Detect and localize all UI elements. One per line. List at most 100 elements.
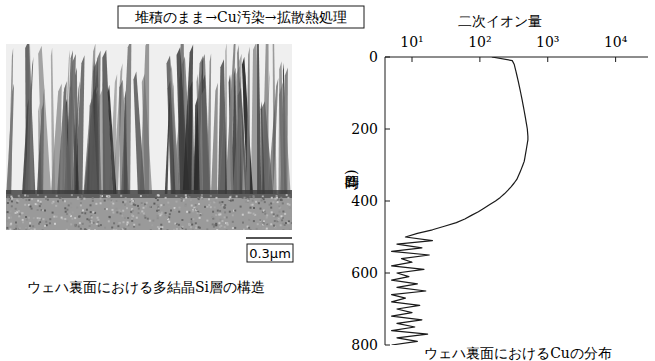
speckle bbox=[53, 216, 55, 218]
speckle bbox=[72, 211, 74, 213]
speckle bbox=[25, 199, 27, 201]
speckle bbox=[6, 227, 8, 229]
speckle bbox=[232, 227, 234, 229]
speckle bbox=[181, 219, 183, 221]
speckle bbox=[132, 215, 134, 217]
speckle bbox=[118, 200, 120, 202]
speckle bbox=[209, 202, 211, 204]
speckle bbox=[71, 218, 73, 220]
speckle bbox=[243, 229, 245, 230]
speckle bbox=[253, 220, 255, 222]
speckle bbox=[19, 213, 21, 215]
speckle bbox=[112, 209, 114, 211]
speckle bbox=[11, 200, 13, 202]
speckle bbox=[38, 219, 40, 221]
speckle bbox=[145, 205, 147, 207]
speckle bbox=[19, 227, 21, 229]
value-tick bbox=[615, 57, 616, 62]
speckle bbox=[42, 209, 44, 211]
speckle bbox=[222, 204, 224, 206]
speckle bbox=[176, 228, 178, 230]
speckle bbox=[44, 210, 46, 212]
grain bbox=[64, 54, 76, 194]
speckle bbox=[170, 210, 172, 212]
speckle bbox=[111, 227, 113, 229]
speckle bbox=[279, 211, 281, 213]
speckle bbox=[270, 223, 272, 225]
speckle bbox=[147, 218, 149, 220]
speckle bbox=[141, 210, 143, 212]
speckle bbox=[232, 199, 234, 201]
speckle bbox=[144, 215, 146, 217]
grain bbox=[246, 47, 250, 194]
speckle bbox=[253, 207, 255, 209]
speckle bbox=[33, 217, 35, 219]
speckle bbox=[131, 218, 133, 220]
time-tick-label: 600 bbox=[351, 265, 378, 281]
speckle bbox=[116, 211, 118, 213]
grain bbox=[25, 57, 34, 194]
speckle bbox=[242, 216, 244, 218]
speckle bbox=[70, 223, 72, 225]
speckle bbox=[253, 197, 255, 199]
speckle bbox=[66, 209, 68, 211]
speckle bbox=[176, 201, 178, 203]
speckle bbox=[80, 202, 82, 204]
speckle bbox=[124, 228, 126, 230]
speckle bbox=[75, 225, 77, 227]
speckle bbox=[179, 207, 181, 209]
speckle bbox=[230, 195, 232, 197]
speckle bbox=[266, 222, 268, 224]
speckle bbox=[261, 200, 263, 202]
speckle bbox=[263, 222, 265, 224]
speckle bbox=[64, 218, 66, 220]
speckle bbox=[184, 205, 186, 207]
speckle bbox=[277, 201, 279, 203]
speckle bbox=[138, 212, 140, 214]
speckle bbox=[281, 215, 283, 217]
speckle bbox=[90, 211, 92, 213]
speckle bbox=[39, 205, 41, 207]
speckle bbox=[119, 222, 121, 224]
speckle bbox=[137, 205, 139, 207]
speckle bbox=[100, 195, 102, 197]
speckle bbox=[288, 206, 290, 208]
speckle bbox=[143, 212, 145, 214]
speckle bbox=[157, 204, 159, 206]
speckle bbox=[108, 195, 110, 197]
speckle bbox=[251, 204, 253, 206]
speckle bbox=[140, 195, 142, 197]
speckle bbox=[269, 204, 271, 206]
speckle bbox=[166, 217, 168, 219]
speckle bbox=[266, 228, 268, 230]
speckle bbox=[168, 216, 170, 218]
speckle bbox=[215, 224, 217, 226]
speckle bbox=[120, 229, 122, 230]
speckle bbox=[134, 204, 136, 206]
speckle bbox=[10, 223, 12, 225]
speckle bbox=[16, 200, 18, 202]
grain bbox=[230, 74, 233, 194]
speckle bbox=[257, 223, 259, 225]
speckle bbox=[210, 195, 212, 197]
speckle bbox=[79, 222, 81, 224]
speckle bbox=[174, 223, 176, 225]
speckle bbox=[52, 212, 54, 214]
speckle bbox=[247, 201, 249, 203]
speckle bbox=[71, 194, 73, 196]
speckle bbox=[248, 219, 250, 221]
speckle bbox=[264, 213, 266, 215]
speckle bbox=[288, 222, 290, 224]
speckle bbox=[161, 212, 163, 214]
chart-caption: ウェハ裏面におけるCuの分布 bbox=[424, 345, 612, 361]
speckle bbox=[208, 198, 210, 200]
speckle bbox=[260, 208, 262, 210]
speckle bbox=[78, 216, 80, 218]
speckle bbox=[192, 218, 194, 220]
speckle bbox=[175, 195, 177, 197]
speckle bbox=[278, 219, 280, 221]
speckle bbox=[11, 197, 13, 199]
speckle bbox=[39, 221, 41, 223]
speckle bbox=[91, 216, 93, 218]
speckle bbox=[201, 194, 203, 196]
